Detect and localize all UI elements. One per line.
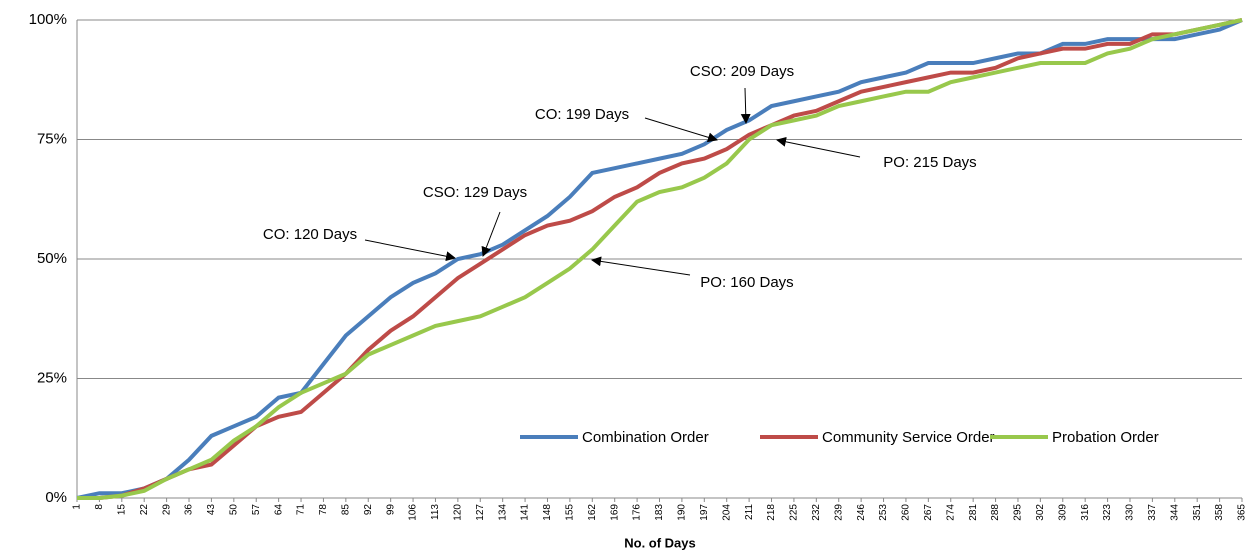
x-axis-title: No. of Days xyxy=(624,535,696,550)
x-tick-label: 253 xyxy=(878,504,889,521)
y-tick-label: 100% xyxy=(29,11,67,28)
x-tick-label: 211 xyxy=(744,504,755,520)
x-tick-label: 190 xyxy=(677,504,688,521)
annotation: CO: 199 Days xyxy=(535,106,629,123)
legend-label: Probation Order xyxy=(1052,429,1159,446)
annotation-arrow xyxy=(644,117,718,143)
x-tick-label: 57 xyxy=(251,504,262,516)
x-tick-label: 239 xyxy=(833,504,844,521)
x-tick-label: 99 xyxy=(385,504,396,516)
annotation: CSO: 209 Days xyxy=(690,63,794,80)
x-tick-label: 36 xyxy=(184,504,195,516)
x-tick-label: 134 xyxy=(497,504,508,521)
annotation-arrow xyxy=(740,87,751,124)
x-tick-label: 141 xyxy=(520,504,531,521)
annotation-arrow xyxy=(481,211,501,257)
x-tick-label: 246 xyxy=(856,504,867,521)
x-tick-label: 22 xyxy=(139,504,150,516)
x-tick-label: 267 xyxy=(923,504,934,521)
x-tick-label: 288 xyxy=(990,504,1001,521)
x-tick-label: 1 xyxy=(72,504,83,510)
x-tick-label: 316 xyxy=(1080,504,1091,521)
annotation: CO: 120 Days xyxy=(263,226,357,243)
annotation: PO: 160 Days xyxy=(700,274,793,291)
y-tick-label: 25% xyxy=(37,369,67,386)
x-tick-label: 204 xyxy=(721,504,732,521)
x-tick-label: 351 xyxy=(1192,504,1203,521)
x-tick-label: 78 xyxy=(318,504,329,516)
legend-label: Community Service Order xyxy=(822,429,995,446)
annotation: PO: 215 Days xyxy=(883,154,976,171)
x-tick-label: 50 xyxy=(228,504,239,516)
x-tick-label: 225 xyxy=(789,504,800,521)
x-tick-label: 43 xyxy=(206,504,217,516)
x-tick-label: 330 xyxy=(1125,504,1136,521)
series-line xyxy=(77,18,1243,500)
legend-label: Combination Order xyxy=(582,429,709,446)
annotation: CSO: 129 Days xyxy=(423,184,527,201)
x-tick-label: 309 xyxy=(1057,504,1068,521)
x-tick-label: 232 xyxy=(811,504,822,521)
x-tick-label: 120 xyxy=(453,504,464,521)
y-tick-label: 75% xyxy=(37,130,67,147)
x-tick-label: 218 xyxy=(766,504,777,521)
x-tick-label: 155 xyxy=(565,504,576,521)
x-tick-label: 281 xyxy=(968,504,979,521)
x-tick-label: 162 xyxy=(587,504,598,521)
x-tick-label: 29 xyxy=(161,504,172,516)
x-tick-label: 295 xyxy=(1013,504,1024,521)
x-tick-label: 148 xyxy=(542,504,553,521)
x-tick-label: 323 xyxy=(1102,504,1113,521)
x-tick-label: 302 xyxy=(1035,504,1046,521)
x-tick-label: 344 xyxy=(1169,504,1180,521)
x-tick-label: 92 xyxy=(363,504,374,516)
x-tick-label: 176 xyxy=(632,504,643,521)
annotation-arrow xyxy=(776,136,861,158)
x-tick-label: 337 xyxy=(1147,504,1158,521)
x-tick-label: 8 xyxy=(94,504,105,510)
annotation-arrow xyxy=(591,256,691,276)
y-tick-label: 50% xyxy=(37,250,67,267)
x-tick-label: 169 xyxy=(609,504,620,521)
x-tick-label: 260 xyxy=(901,504,912,521)
x-tick-label: 71 xyxy=(296,504,307,516)
x-tick-label: 358 xyxy=(1214,504,1225,521)
x-tick-label: 85 xyxy=(340,504,351,516)
x-tick-label: 106 xyxy=(408,504,419,521)
x-tick-label: 64 xyxy=(273,504,284,516)
x-tick-label: 183 xyxy=(654,504,665,521)
x-tick-label: 127 xyxy=(475,504,486,521)
x-tick-label: 197 xyxy=(699,504,710,521)
x-tick-label: 113 xyxy=(430,504,441,520)
series-line xyxy=(77,18,1243,500)
x-tick-label: 15 xyxy=(116,504,127,516)
x-tick-label: 365 xyxy=(1237,504,1248,521)
y-tick-label: 0% xyxy=(45,489,67,506)
annotation-arrow xyxy=(364,239,456,262)
x-tick-label: 274 xyxy=(945,504,956,521)
